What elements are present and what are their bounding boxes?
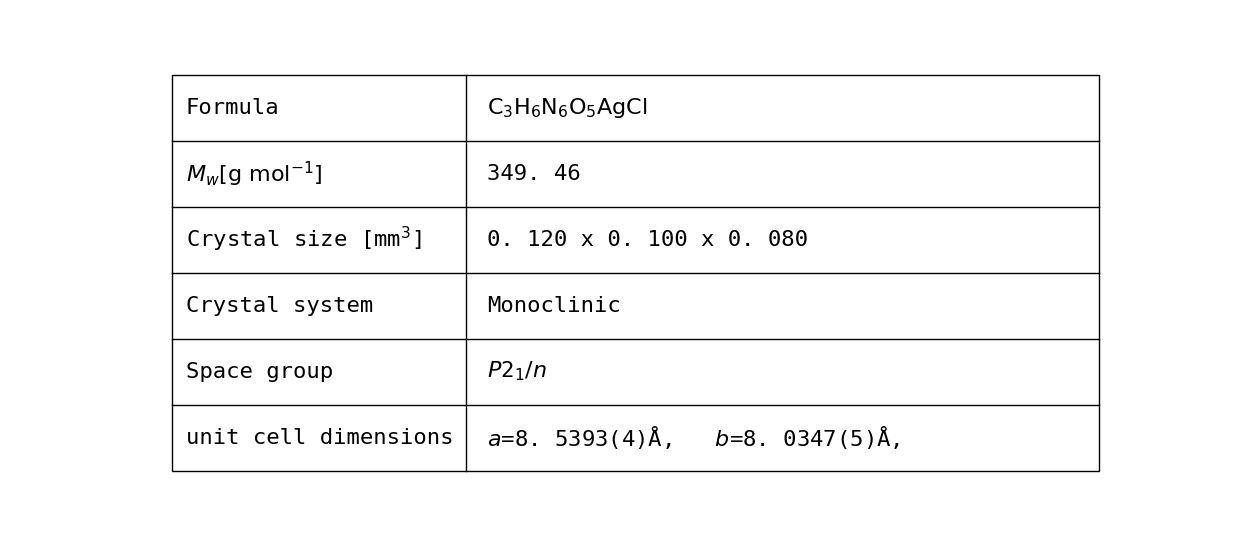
Text: unit cell dimensions: unit cell dimensions xyxy=(186,427,454,447)
Text: 0. 120 x 0. 100 x 0. 080: 0. 120 x 0. 100 x 0. 080 xyxy=(487,230,808,250)
Text: Monoclinic: Monoclinic xyxy=(487,296,621,316)
Text: Formula: Formula xyxy=(186,98,279,118)
Text: $\mathit{a}$=8. 5393(4)Å,   $\mathit{b}$=8. 0347(5)Å,: $\mathit{a}$=8. 5393(4)Å, $\mathit{b}$=8… xyxy=(487,424,900,451)
Text: Crystal size [mm$^3$]: Crystal size [mm$^3$] xyxy=(186,225,422,254)
Text: 349. 46: 349. 46 xyxy=(487,164,580,184)
Text: $\mathrm{C_3H_6N_6O_5AgCl}$: $\mathrm{C_3H_6N_6O_5AgCl}$ xyxy=(487,96,647,120)
Text: $\mathit{M}_w$[g mol$^{-1}$]: $\mathit{M}_w$[g mol$^{-1}$] xyxy=(186,160,322,189)
Text: $\mathit{P}$2$_1\mathit{/n}$: $\mathit{P}$2$_1\mathit{/n}$ xyxy=(487,360,547,383)
Text: Space group: Space group xyxy=(186,362,332,382)
Text: Crystal system: Crystal system xyxy=(186,296,373,316)
